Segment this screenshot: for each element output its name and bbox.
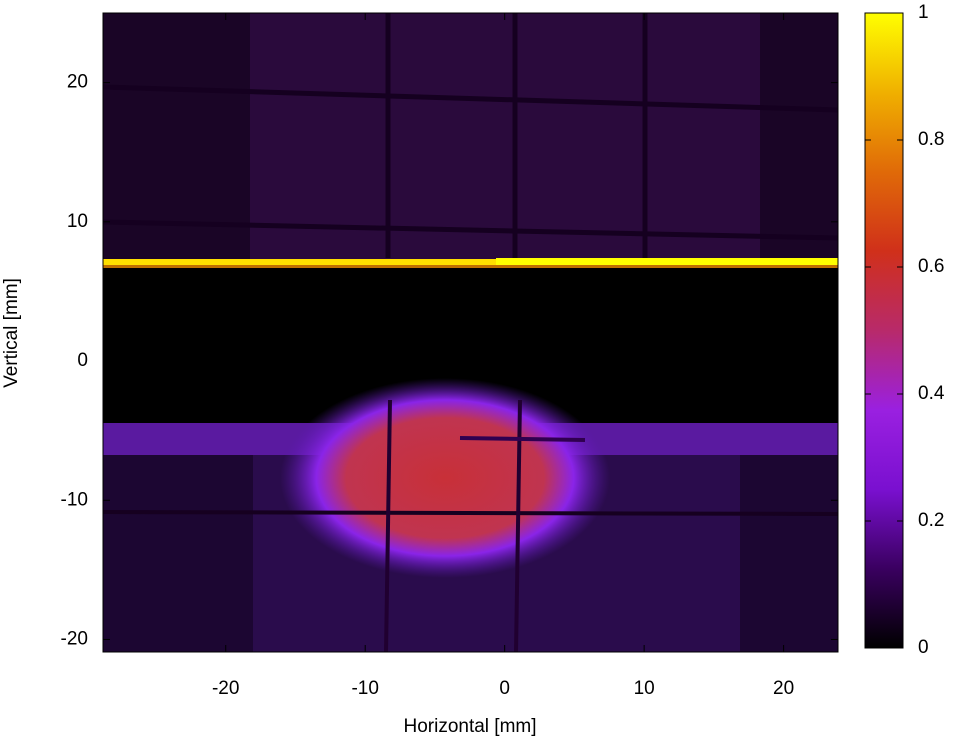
x-tick-label: 20	[773, 678, 794, 699]
colorbar-tick-label: 0.4	[918, 383, 945, 404]
y-tick-label: 0	[77, 350, 88, 371]
plot-frame	[102, 12, 839, 653]
y-tick-label: -20	[61, 628, 88, 649]
colorbar-tick-label: 1	[918, 2, 929, 23]
x-axis-label: Horizontal [mm]	[403, 716, 536, 737]
y-tick-label: -10	[61, 489, 88, 510]
x-tick-label: 0	[499, 678, 510, 699]
x-tick-label: -20	[212, 678, 239, 699]
y-tick-label: 10	[67, 211, 88, 232]
colorbar-tick-label: 0.6	[918, 256, 944, 277]
colorbar-tick-label: 0	[918, 637, 929, 658]
heatmap-image	[102, 13, 839, 653]
colorbar	[864, 12, 904, 649]
colorbar-tick-label: 0.8	[918, 129, 944, 150]
colorbar-tick-label: 0.2	[918, 510, 944, 531]
x-tick-label: -10	[351, 678, 378, 699]
y-axis-label: Vertical [mm]	[1, 278, 22, 388]
y-tick-label: 20	[67, 72, 88, 93]
x-tick-label: 10	[634, 678, 655, 699]
